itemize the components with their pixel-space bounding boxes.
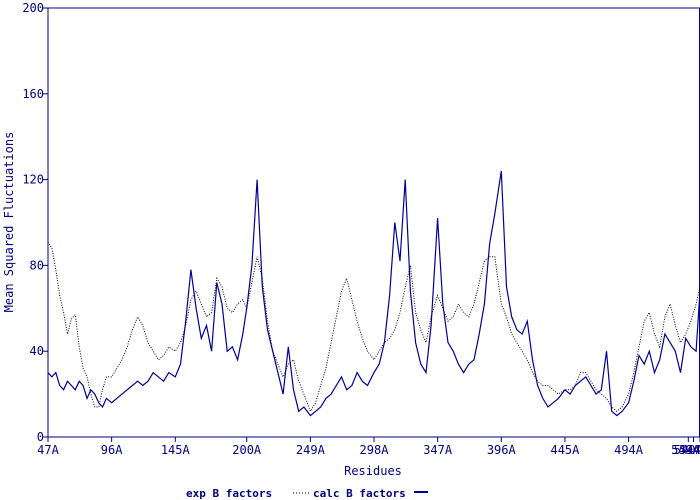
y-axis-title: Mean Squared Fluctuations [2,132,16,313]
plot-area [48,8,700,437]
y-tick-label: 200 [22,1,44,15]
series-line-exp [47,241,700,413]
legend-label-exp: exp B factors [186,487,272,500]
x-tick-label: 445A [550,443,580,457]
x-tick-label: 145A [161,443,191,457]
y-tick-label: 120 [22,173,44,187]
x-tick-label: 249A [296,443,326,457]
y-tick-label: 0 [37,430,44,444]
x-tick-label: 47A [37,443,59,457]
legend: exp B factors calc B factors [186,487,428,500]
y-tick-label: 160 [22,87,44,101]
x-ticks: 47A 96A 145A 200A 249A 298A 347A 396A 445A 494A 54… [37,437,700,457]
series-line-calc [47,170,700,417]
y-ticks: 0 40 80 120 160 200 [22,1,48,444]
x-tick-label: 347A [423,443,453,457]
y-tick-label: 80 [30,258,44,272]
series-layer [47,170,700,417]
x-tick-label: 549A [671,443,700,457]
y-tick-label: 40 [30,344,44,358]
x-tick-label: 396A [487,443,517,457]
x-axis-title: Residues [344,464,402,478]
x-tick-label: 544A [679,443,700,457]
legend-label-calc: calc B factors [313,487,406,500]
x-tick-label: 96A [101,443,123,457]
x-tick-label: 200A [232,443,262,457]
x-tick-label: 298A [360,443,390,457]
x-tick-label: 494A [614,443,644,457]
x-tick-label: 540A [674,443,700,457]
